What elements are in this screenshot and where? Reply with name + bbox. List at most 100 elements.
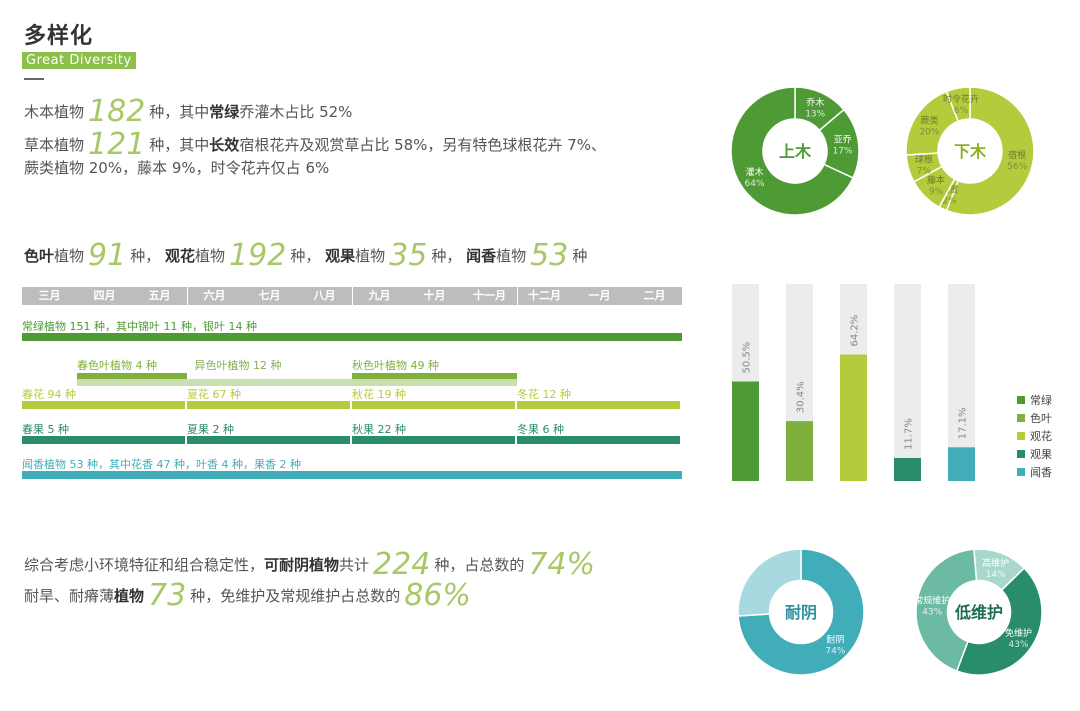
summary-1-unit: 种， xyxy=(130,247,161,265)
bar-观果 xyxy=(894,457,921,481)
intro-line-1: 木本植物 182 种，其中常绿乔灌木占比 52% xyxy=(24,94,352,129)
timeline-band xyxy=(187,401,350,409)
intro-2-post: 宿根花卉及观赏草占比 58%，另有特色球根花卉 7%、 xyxy=(239,136,606,154)
legend-swatch xyxy=(1017,414,1025,422)
timeline-band xyxy=(352,401,515,409)
legend-item-观果: 观果 xyxy=(1017,446,1052,464)
summary-2-num: 192 xyxy=(229,238,287,273)
intro-2-num: 121 xyxy=(88,127,146,162)
timeline-band xyxy=(22,401,185,409)
bar-色叶 xyxy=(786,421,813,481)
timeline-band xyxy=(517,436,680,444)
donut-slice xyxy=(945,86,971,123)
bottom-line-2: 耐旱、耐瘠薄植物 73 种，免维护及常规维护占总数的 86% xyxy=(24,578,475,613)
timeline-label: 秋果 22 种 xyxy=(352,423,406,436)
donut-slice xyxy=(915,548,978,672)
donut-center-title: 上木 xyxy=(779,142,812,161)
timeline-label: 春花 94 种 xyxy=(22,388,76,401)
timeline-label: 春色叶植物 4 种 xyxy=(77,359,157,372)
donut-slice xyxy=(955,567,1043,676)
slice-label: 免维护 xyxy=(1005,627,1032,639)
timeline-band xyxy=(352,436,515,444)
donut-center-title: 低维护 xyxy=(954,603,1003,622)
slice-value: 9% xyxy=(929,187,944,197)
slice-label: 高维护 xyxy=(982,557,1009,569)
timeline-label: 夏花 67 种 xyxy=(187,388,241,401)
intro-1-post: 乔灌木占比 52% xyxy=(239,103,353,121)
donut-slice xyxy=(730,86,855,216)
slice-value: 64% xyxy=(745,179,765,189)
bottom-line-1: 综合考虑小环境特征和组合稳定性，可耐阴植物共计 224 种，占总数的 74% xyxy=(24,547,599,582)
timeline-label: 常绿植物 151 种，其中锦叶 11 种，银叶 14 种 xyxy=(22,320,257,333)
summary-3-unit: 种， xyxy=(431,247,462,265)
timeline-label: 春果 5 种 xyxy=(22,423,69,436)
timeline-label: 冬花 12 种 xyxy=(517,388,571,401)
legend-item-常绿: 常绿 xyxy=(1017,392,1052,410)
summary-3-strong: 观果 xyxy=(325,247,356,265)
slice-value: 20% xyxy=(919,127,939,137)
month-label: 十二月 xyxy=(528,289,561,302)
bottom-2-mid: 种，免维护及常规维护占总数的 xyxy=(190,587,401,605)
bar-legend: 常绿 色叶 观花 观果 闻香 xyxy=(1017,392,1052,482)
slice-value: 56% xyxy=(1007,162,1027,172)
timeline-band xyxy=(77,373,187,379)
intro-line-2: 草本植物 121 种，其中长效宿根花卉及观赏草占比 58%，另有特色球根花卉 7%、 xyxy=(24,127,606,162)
summary-3-num: 35 xyxy=(389,238,428,273)
bar-track xyxy=(894,284,921,481)
summary-1-label: 植物 xyxy=(54,247,85,265)
slice-label: 时令花卉 xyxy=(943,93,979,105)
timeline-label: 秋花 19 种 xyxy=(352,388,406,401)
summary-1-strong: 色叶 xyxy=(24,247,55,265)
slice-label: 宿根 xyxy=(1008,149,1026,161)
summary-4-num: 53 xyxy=(530,238,569,273)
bar-value-label: 17.1% xyxy=(958,408,969,440)
page-subtitle: Great Diversity xyxy=(22,52,136,69)
legend-label: 观花 xyxy=(1030,430,1052,443)
timeline-band xyxy=(22,471,682,479)
intro-1-mid: 种，其中 xyxy=(149,103,210,121)
bar-value-label: 50.5% xyxy=(742,342,753,374)
month-label: 六月 xyxy=(203,289,226,302)
bar-观花 xyxy=(840,354,867,481)
month-header: 三月 四月 五月 六月 七月 八月 九月 十月 十一月 十二月 一月 二月 xyxy=(22,287,682,305)
timeline-label: 闻香植物 53 种，其中花香 47 种，叶香 4 种，果香 2 种 xyxy=(22,458,301,471)
bottom-2-num1: 73 xyxy=(148,578,187,613)
summary-2-label: 植物 xyxy=(195,247,226,265)
seasonal-timeline: 常绿植物 151 种，其中锦叶 11 种，银叶 14 种春色叶植物 4 种 异色叶… xyxy=(22,305,682,485)
summary-4-strong: 闻香 xyxy=(466,247,497,265)
summary-3-label: 植物 xyxy=(355,247,386,265)
donut-slice xyxy=(737,548,802,617)
slice-label: 乔木 xyxy=(806,96,824,108)
legend-item-观花: 观花 xyxy=(1017,428,1052,446)
bottom-2-num2: 86% xyxy=(404,578,471,613)
summary-4-label: 植物 xyxy=(496,247,527,265)
timeline-band xyxy=(22,333,682,341)
timeline-band xyxy=(187,436,350,444)
month-label: 三月 xyxy=(38,289,61,302)
intro-1-pre: 木本植物 xyxy=(24,103,85,121)
month-label: 一月 xyxy=(588,289,611,302)
intro-2-pre: 草本植物 xyxy=(24,136,85,154)
slice-value: 13% xyxy=(805,109,825,119)
legend-swatch xyxy=(1017,468,1025,476)
bottom-1-pre: 综合考虑小环境特征和组合稳定性， xyxy=(24,556,265,574)
bar-常绿 xyxy=(732,381,759,481)
legend-label: 常绿 xyxy=(1030,394,1052,407)
timeline-label: 异色叶植物 12 种 xyxy=(194,359,282,372)
donut-center-title: 下木 xyxy=(954,142,987,161)
bar-value-label: 11.7% xyxy=(904,418,915,450)
slice-label: 藤本 xyxy=(927,174,945,186)
slice-value: 14% xyxy=(986,570,1006,580)
page-title: 多样化 xyxy=(24,24,94,49)
slice-label: 耐阴 xyxy=(826,633,844,645)
timeline-band xyxy=(517,401,680,409)
bottom-1-mid2: 种，占总数的 xyxy=(434,556,525,574)
month-separator xyxy=(517,287,518,305)
bottom-1-num1: 224 xyxy=(373,547,431,582)
bar-value-label: 64.2% xyxy=(850,315,861,347)
slice-value: 17% xyxy=(833,147,853,157)
donut-slice xyxy=(737,548,865,676)
legend-item-色叶: 色叶 xyxy=(1017,410,1052,428)
